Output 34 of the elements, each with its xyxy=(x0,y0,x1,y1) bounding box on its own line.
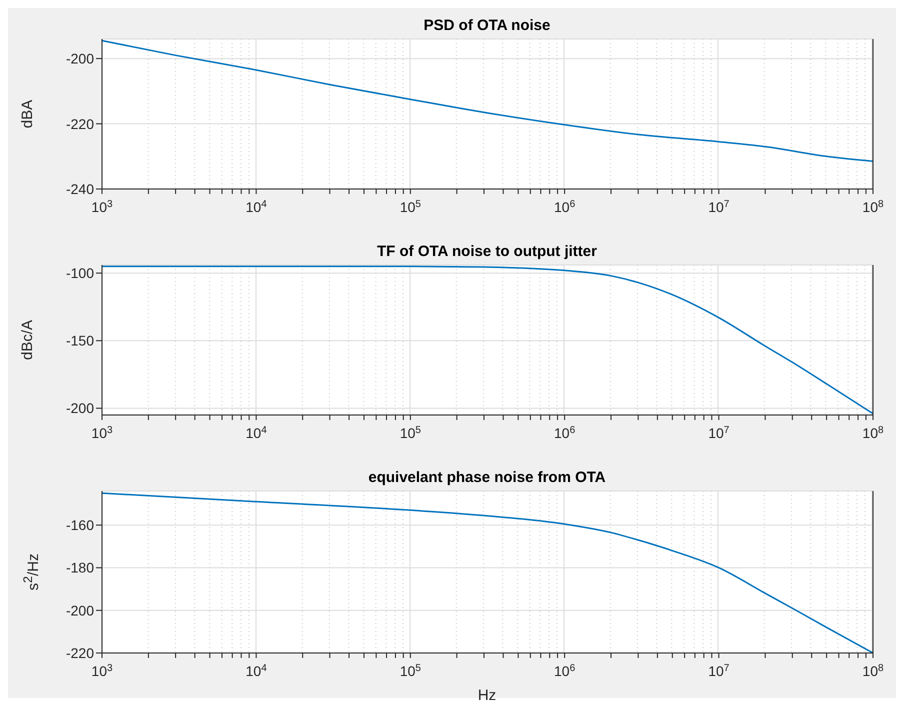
x-tick-label: 10$^{8}$ xyxy=(862,662,884,679)
x-tick-label: 10$^{8}$ xyxy=(862,198,884,215)
y-axis-title: dBc/A xyxy=(18,318,37,362)
x-tick-label: 10$^{6}$ xyxy=(554,198,576,215)
chart-title: PSD of OTA noise xyxy=(422,17,552,34)
x-tick-label: 10$^{5}$ xyxy=(400,424,422,441)
x-tick-label: 10$^{3}$ xyxy=(91,198,114,215)
x-tick-label: 10$^{7}$ xyxy=(708,662,730,679)
x-tick-label: 10$^{5}$ xyxy=(400,198,422,215)
y-tick-label: -200 xyxy=(66,50,94,67)
y-tick-label: -220 xyxy=(66,644,94,661)
y-tick-label: -100 xyxy=(66,265,94,282)
y-tick-label: -160 xyxy=(66,517,94,534)
x-tick-label: 10$^{4}$ xyxy=(246,662,268,679)
x-tick-label: 10$^{3}$ xyxy=(91,424,114,441)
y-axis-title: dBA xyxy=(18,98,37,130)
y-tick-label: -200 xyxy=(66,602,94,618)
y-tick-label: -180 xyxy=(66,560,94,576)
x-tick-label: 10$^{6}$ xyxy=(554,424,576,441)
x-tick-label: 10$^{4}$ xyxy=(246,198,268,215)
y-tick-label: -200 xyxy=(66,400,94,416)
chart-title: equivelant phase noise from OTA xyxy=(367,469,607,486)
x-tick-label: 10$^{5}$ xyxy=(400,662,422,679)
x-tick-label: 10$^{4}$ xyxy=(246,424,268,441)
y-tick-label: -220 xyxy=(66,116,94,132)
x-tick-label: 10$^{6}$ xyxy=(554,662,576,679)
y-tick-label: -240 xyxy=(66,180,94,197)
x-axis-title: Hz xyxy=(476,687,498,704)
x-tick-label: 10$^{7}$ xyxy=(708,198,730,215)
x-tick-label: 10$^{7}$ xyxy=(708,424,730,441)
y-tick-label: -150 xyxy=(66,332,94,349)
x-tick-label: 10$^{8}$ xyxy=(862,424,884,441)
x-tick-label: 10$^{3}$ xyxy=(91,662,114,679)
chart-title: TF of OTA noise to output jitter xyxy=(376,243,598,260)
